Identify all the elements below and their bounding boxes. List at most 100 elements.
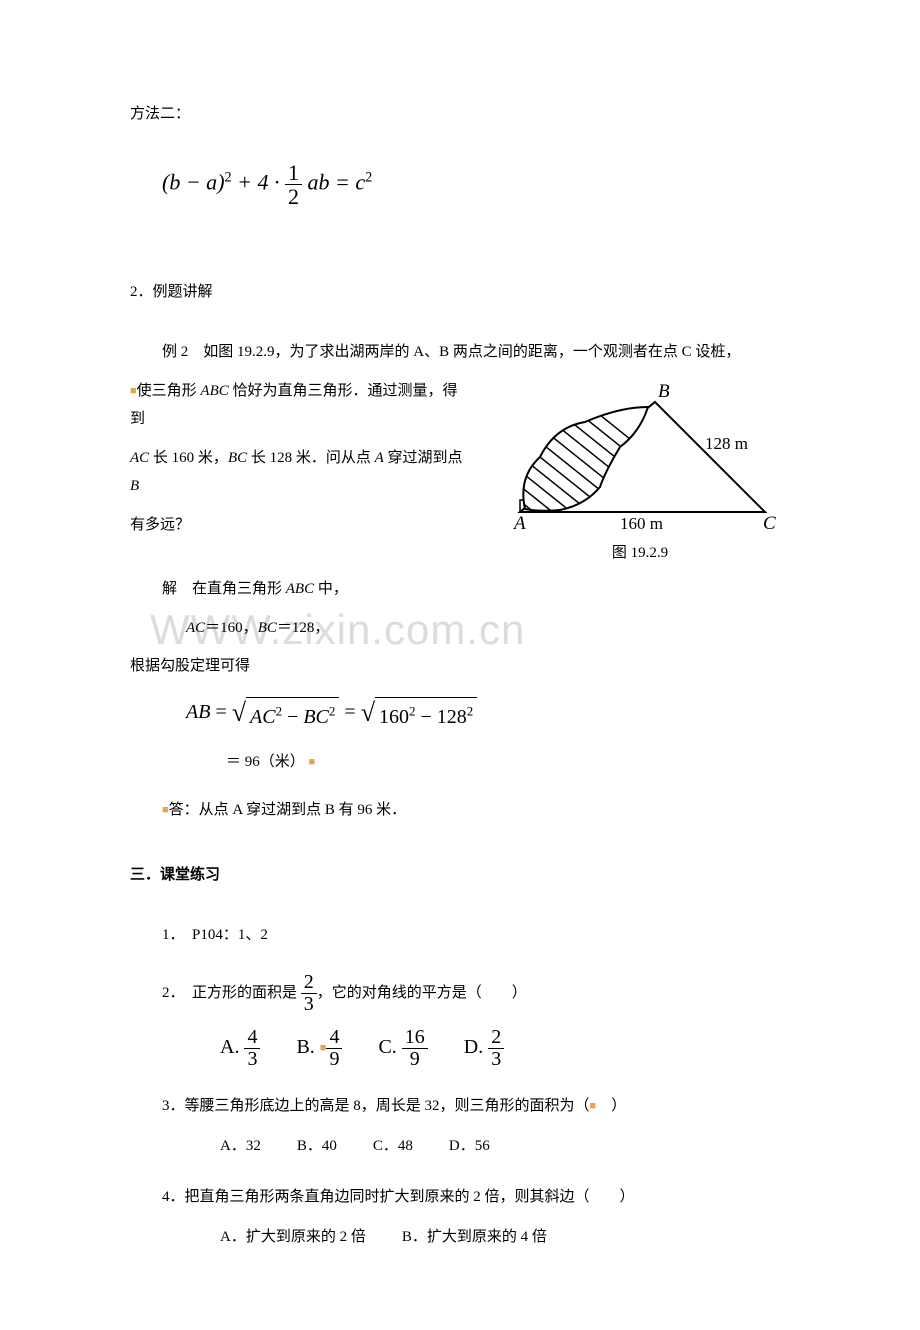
plus-4-half: + 4 · — [237, 169, 285, 194]
q4: 4．把直角三角形两条直角边同时扩大到原来的 2 倍，则其斜边（ ） — [130, 1183, 790, 1212]
q2-n: 2 — [301, 972, 317, 994]
answer-text: 答：从点 A 穿过湖到点 B 有 96 米． — [169, 802, 407, 818]
q2B-l: B. — [296, 1036, 314, 1058]
line-acbc: AC 长 160 米，BC 长 128 米．问从点 A 穿过湖到点 B — [130, 444, 472, 501]
given-ac: AC — [186, 620, 205, 636]
sol-abc: ABC — [286, 581, 314, 597]
q2-frac: 23 — [301, 972, 317, 1015]
given-eq2: ＝128， — [277, 620, 330, 636]
frac-half: 12 — [285, 161, 302, 208]
q2B-d: 9 — [326, 1049, 342, 1070]
method2-label: 方法二： — [130, 100, 790, 129]
q4-options: A．扩大到原来的 2 倍 B．扩大到原来的 4 倍 — [130, 1223, 790, 1252]
q2C-n: 16 — [402, 1027, 428, 1049]
result-96: ＝ 96（米） ■ — [130, 748, 790, 777]
minus2: − — [415, 706, 436, 728]
figure-caption: 图 19.2.9 — [490, 539, 790, 568]
sol-label: 解 在直角三角形 — [162, 581, 286, 597]
line-howfar: 有多远？ — [130, 511, 472, 540]
q1: 1． P104：1、2 — [130, 921, 790, 950]
figure-triangle: B A C 128 m 160 m 图 19.2.9 — [490, 377, 790, 568]
q3: 3．等腰三角形底边上的高是 8，周长是 32，则三角形的面积为（■ ） — [130, 1092, 790, 1121]
label-A: A — [512, 513, 526, 534]
q2A-l: A. — [220, 1036, 239, 1058]
examples-heading: 2．例题讲解 — [130, 278, 790, 307]
l2-mid: 长 160 米， — [149, 450, 228, 466]
q2A-d: 3 — [244, 1049, 260, 1070]
given-bc: BC — [258, 620, 277, 636]
rparen: ) — [217, 169, 224, 194]
line-abc: ■使三角形 ABC 恰好为直角三角形．通过测量，得到 — [130, 377, 472, 434]
ac: AC — [130, 450, 149, 466]
q2C-d: 9 — [402, 1049, 428, 1070]
according-pyth: 根据勾股定理可得 — [130, 652, 790, 681]
sol-tail: 中， — [314, 581, 348, 597]
q2-optC: C. 169 — [378, 1027, 427, 1070]
q2D-l: D. — [464, 1036, 483, 1058]
q3D: D．56 — [449, 1132, 490, 1161]
dot-icon-5: ■ — [590, 1096, 597, 1117]
eq2: = — [344, 701, 360, 723]
pA: A — [375, 450, 384, 466]
q2-optD: D. 23 — [464, 1027, 504, 1070]
q4B: B．扩大到原来的 4 倍 — [402, 1223, 547, 1252]
ab-calc: AB = √AC2 − BC2 = √1602 − 1282 — [130, 693, 790, 736]
q2: 2． 正方形的面积是 23，它的对角线的平方是（ ） — [130, 972, 790, 1015]
pB: B — [130, 478, 139, 494]
q2-label: 2． 正方形的面积是 — [162, 985, 301, 1001]
frac-num: 1 — [285, 161, 302, 185]
dot-icon-3: ■ — [162, 800, 169, 821]
q2A-n: 4 — [244, 1027, 260, 1049]
q2-optA: A. 43 — [220, 1027, 260, 1070]
bc: BC — [228, 450, 247, 466]
q2B-n: 4 — [326, 1027, 342, 1049]
l1-prefix: 使三角形 — [137, 383, 201, 399]
AB: AB — [186, 701, 210, 723]
dot-icon: ■ — [130, 381, 137, 402]
q2-optB: B. ■49 — [296, 1027, 342, 1070]
r1a: AC — [250, 706, 276, 728]
l2-tail: 长 128 米．问从点 — [247, 450, 375, 466]
answer-line: ■答：从点 A 穿过湖到点 B 有 96 米． — [130, 796, 790, 825]
formula-method2: (b − a)2 + 4 · 12 ab = c2 — [130, 161, 790, 208]
label-C: C — [763, 513, 776, 534]
l1-abc: ABC — [200, 383, 228, 399]
example2-body: ■使三角形 ABC 恰好为直角三角形．通过测量，得到 AC 长 160 米，BC… — [130, 377, 790, 614]
side-bc: 128 m — [705, 434, 748, 453]
example2-left: ■使三角形 ABC 恰好为直角三角形．通过测量，得到 AC 长 160 米，BC… — [130, 377, 472, 614]
given-line: AC＝160，BC＝128， — [130, 614, 790, 643]
given-eq1: ＝160， — [205, 620, 258, 636]
solution-line: 解 在直角三角形 ABC 中， — [130, 575, 472, 604]
q2D-n: 2 — [488, 1027, 504, 1049]
ex2-intro-text: 例 2 如图 19.2.9，为了求出湖两岸的 A、B 两点之间的距离，一个观测者… — [162, 344, 740, 360]
label-B: B — [658, 381, 670, 402]
q2C-l: C. — [378, 1036, 396, 1058]
sqrt2: √1602 − 1282 — [361, 697, 478, 736]
q2-tail: ，它的对角线的平方是（ ） — [317, 985, 527, 1001]
section-3-heading: 三．课堂练习 — [130, 861, 790, 890]
q2-options: A. 43 B. ■49 C. 169 D. 23 — [130, 1027, 790, 1070]
result-text: ＝ 96（米） — [226, 754, 305, 770]
q3B: B．40 — [297, 1132, 337, 1161]
l2-mid2: 穿过湖到点 — [384, 450, 463, 466]
q3-tail: ） — [611, 1098, 626, 1114]
bma: b − a — [169, 169, 217, 194]
q3-options: A．32 B．40 C．48 D．56 — [130, 1132, 790, 1161]
r2a: 160 — [379, 706, 409, 728]
side-ac: 160 m — [620, 514, 663, 533]
lake-triangle-svg: B A C 128 m 160 m — [490, 377, 790, 537]
r2b: 128 — [437, 706, 467, 728]
minus1: − — [282, 706, 303, 728]
sq2: 2 — [365, 169, 372, 185]
q4A: A．扩大到原来的 2 倍 — [220, 1223, 366, 1252]
sqrt1: √AC2 − BC2 — [232, 697, 340, 736]
q2D-d: 3 — [488, 1049, 504, 1070]
example2-intro: 例 2 如图 19.2.9，为了求出湖两岸的 A、B 两点之间的距离，一个观测者… — [130, 338, 790, 367]
dot-icon-4: ■ — [320, 1038, 327, 1059]
page-content: 方法二： (b − a)2 + 4 · 12 ab = c2 2．例题讲解 例 … — [130, 100, 790, 1252]
dot-icon-2: ■ — [309, 752, 316, 773]
q3-text: 3．等腰三角形底边上的高是 8，周长是 32，则三角形的面积为（ — [162, 1098, 590, 1114]
q2-d: 3 — [301, 994, 317, 1015]
ab-eq-c: ab = c — [308, 169, 366, 194]
r1b: BC — [303, 706, 329, 728]
